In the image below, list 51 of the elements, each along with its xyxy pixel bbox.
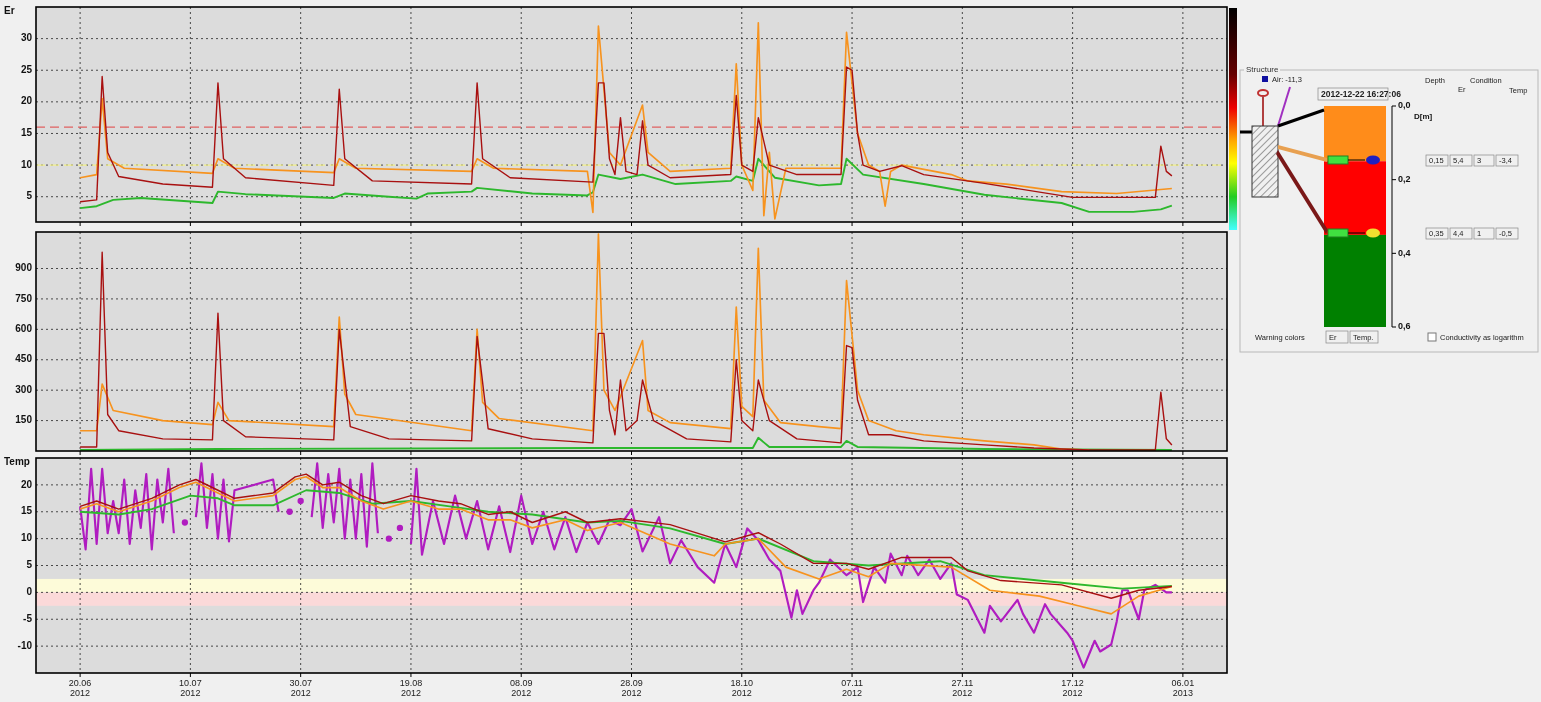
bar: [1324, 106, 1386, 162]
line-series: [79, 436, 1173, 451]
point: [385, 535, 393, 542]
line-series: [79, 21, 1173, 220]
x-tick-label: 30.07 2012: [289, 678, 312, 698]
x-tick-label: 10.07 2012: [179, 678, 202, 698]
y-tick-label: 15: [20, 505, 33, 517]
y-tick-label: 750: [15, 292, 33, 304]
x-tick-label: 17.12 2012: [1061, 678, 1084, 698]
y-tick-label: 150: [15, 414, 33, 426]
y-tick-label: 5: [26, 559, 33, 571]
x-tick-label: 18.10 2012: [730, 678, 754, 698]
y-axis-title: Temp: [4, 456, 30, 467]
y-tick-label: 600: [15, 322, 33, 334]
y-tick-label: -5: [23, 612, 33, 624]
point: [181, 519, 189, 526]
x-tick-label: 07.11 2012: [841, 678, 863, 698]
y-tick-label: 5: [26, 190, 33, 202]
y-tick-label: 25: [20, 63, 33, 75]
line-series: [79, 157, 1173, 213]
chart-title: Structure: [1246, 65, 1280, 74]
y-tick-label: 20: [20, 478, 33, 490]
y-tick-label: 0: [26, 586, 33, 598]
x-tick-label: 20.06 2012: [68, 678, 92, 698]
y-tick-label: 15: [20, 127, 33, 139]
x-tick-label: 19.08 2012: [399, 678, 423, 698]
text: 2012-12-22 16:27:06: [1321, 89, 1402, 99]
y-tick-label: 0,0: [1398, 100, 1411, 111]
x-tick-label: 27.11 2012: [951, 678, 974, 698]
y-tick-label: 20: [20, 95, 33, 107]
y-axis-title: D[m]: [1414, 112, 1433, 121]
bar: [1324, 234, 1386, 327]
y-tick-label: 900: [15, 262, 33, 274]
y-tick-label: 0,2: [1398, 174, 1411, 185]
x-tick-label: 28.09 2012: [620, 678, 643, 698]
y-tick-label: 30: [20, 32, 33, 44]
x-tick-label: 06.01 2013: [1171, 678, 1195, 698]
y-tick-label: 0,4: [1398, 247, 1411, 258]
point: [286, 508, 293, 515]
y-tick-label: 10: [20, 532, 33, 544]
point: [297, 497, 304, 505]
point: [396, 524, 404, 532]
y-tick-label: 450: [15, 353, 33, 365]
line-series: [79, 489, 1173, 590]
x-tick-label: 08.09 2012: [509, 678, 533, 698]
y-tick-label: 10: [20, 158, 33, 170]
y-tick-label: 300: [15, 383, 33, 395]
y-axis-title: Er: [4, 5, 15, 16]
y-tick-label: 0,6: [1398, 321, 1411, 332]
y-tick-label: -10: [17, 639, 33, 651]
line-series: [79, 66, 1173, 203]
